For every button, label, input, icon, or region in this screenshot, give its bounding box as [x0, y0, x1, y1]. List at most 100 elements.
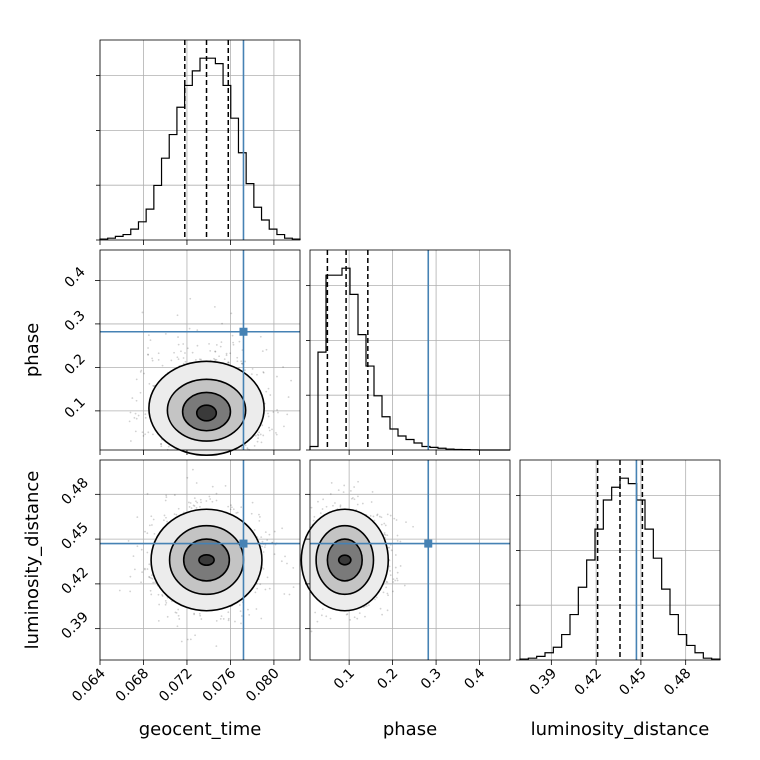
scatter-point	[345, 613, 348, 616]
scatter-point	[140, 369, 143, 372]
panel-frame	[519, 459, 721, 661]
scatter-point	[215, 492, 218, 495]
scatter-point	[394, 566, 397, 569]
scatter-point	[151, 357, 154, 360]
scatter-point	[137, 414, 140, 417]
scatter-point	[223, 358, 226, 361]
scatter-point	[257, 437, 259, 440]
scatter-point	[129, 411, 132, 414]
scatter-point	[177, 343, 180, 346]
scatter-point	[262, 434, 265, 437]
scatter-point	[160, 443, 162, 445]
scatter-point	[188, 506, 191, 508]
contour-level	[337, 554, 352, 566]
scatter-point	[140, 581, 142, 584]
scatter-point	[367, 604, 370, 607]
scatter-point	[339, 504, 342, 507]
scatter-point	[337, 489, 340, 492]
scatter-point	[384, 524, 387, 527]
scatter-point	[157, 358, 160, 361]
scatter-point	[264, 544, 267, 546]
scatter-point	[257, 434, 260, 437]
scatter-point	[253, 529, 256, 531]
scatter-point	[353, 486, 356, 488]
scatter-point	[349, 490, 352, 492]
scatter-point	[259, 335, 262, 338]
scatter-point	[139, 391, 142, 394]
scatter-point	[177, 507, 180, 510]
scatter-point	[175, 513, 178, 516]
scatter-point	[180, 640, 183, 643]
scatter-point	[148, 563, 151, 566]
scatter-point	[317, 500, 319, 503]
scatter-point	[227, 361, 230, 364]
scatter-point	[385, 580, 388, 583]
scatter-point	[177, 358, 180, 361]
scatter-point	[280, 560, 283, 563]
scatter-point	[287, 396, 290, 398]
scatter-point	[392, 578, 395, 581]
x-tick-label: 0.080	[243, 666, 283, 706]
scatter-point	[229, 508, 232, 511]
panel-background	[100, 40, 300, 240]
scatter-point	[132, 555, 135, 557]
scatter-point	[146, 551, 149, 554]
scatter-point	[256, 373, 258, 376]
scatter-point	[395, 519, 398, 521]
scatter-point	[371, 491, 374, 493]
scatter-point	[396, 577, 398, 580]
y-tick-label: 0.48	[58, 475, 91, 508]
scatter-point	[208, 495, 211, 498]
scatter-point	[330, 482, 333, 484]
scatter-point	[231, 334, 234, 337]
scatter-point	[175, 611, 178, 614]
scatter-point	[161, 593, 163, 596]
scatter-point	[267, 415, 270, 418]
scatter-point	[189, 638, 192, 641]
scatter-point	[215, 619, 218, 622]
scatter-point	[265, 348, 268, 351]
scatter-point	[189, 502, 192, 504]
scatter-point	[236, 360, 239, 363]
panel-hist-geocent-time	[96, 39, 301, 245]
scatter-point	[128, 420, 131, 423]
scatter-point	[220, 615, 223, 618]
scatter-point	[215, 499, 218, 502]
scatter-point	[346, 613, 349, 615]
scatter-point	[196, 329, 199, 332]
scatter-point	[165, 496, 168, 499]
scatter-point	[158, 603, 161, 606]
scatter-point	[194, 634, 196, 637]
scatter-point	[227, 617, 230, 620]
scatter-point	[392, 590, 394, 593]
truth-marker	[424, 539, 433, 548]
scatter-point	[160, 445, 163, 448]
scatter-point	[198, 612, 201, 615]
scatter-point	[258, 513, 260, 516]
scatter-point	[251, 501, 254, 504]
scatter-point	[386, 513, 389, 516]
scatter-point	[182, 357, 185, 359]
scatter-point	[379, 607, 382, 610]
scatter-point	[372, 515, 375, 518]
scatter-point	[225, 352, 228, 355]
scatter-point	[199, 614, 202, 617]
scatter-point	[127, 539, 130, 542]
panel-frame	[99, 39, 301, 241]
scatter-point	[143, 567, 146, 570]
scatter-point	[205, 500, 208, 502]
scatter-point	[220, 341, 223, 344]
scatter-point	[390, 549, 393, 552]
scatter-point	[176, 356, 179, 359]
scatter-point	[290, 379, 292, 382]
xlabel-luminosity-distance: luminosity_distance	[531, 719, 710, 740]
scatter-point	[147, 353, 149, 356]
scatter-point	[267, 387, 270, 390]
scatter-point	[380, 523, 383, 526]
scatter-point	[148, 524, 151, 527]
scatter-point	[165, 494, 168, 497]
scatter-point	[396, 571, 399, 574]
y-tick-label: 0.39	[58, 609, 91, 642]
panel-background	[310, 250, 510, 450]
scatter-point	[255, 608, 258, 610]
